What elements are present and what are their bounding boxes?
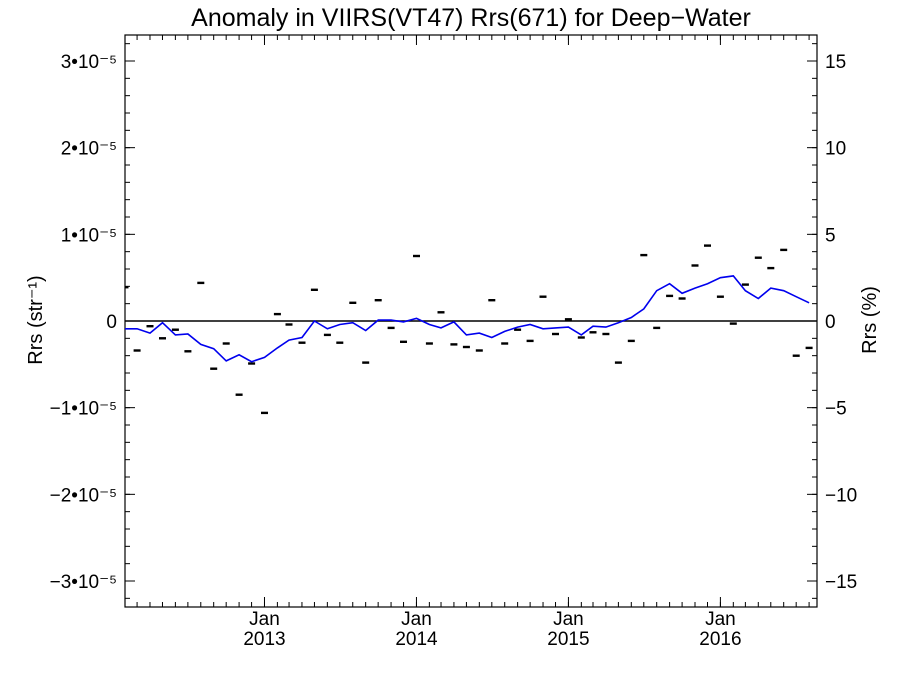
anomaly-dash-point: [336, 341, 344, 344]
anomaly-dash-point: [235, 393, 243, 396]
anomaly-dash-point: [425, 342, 433, 345]
x-tick-month-label: Jan: [553, 609, 584, 630]
x-tick-year-label: 2015: [547, 629, 589, 650]
anomaly-dash-point: [704, 244, 711, 247]
anomaly-dash-point: [475, 349, 483, 352]
y-right-tick-label: 10: [825, 139, 846, 160]
anomaly-dash-point: [285, 323, 293, 326]
anomaly-dash-point: [462, 345, 470, 349]
y-right-tick-label: −5: [825, 399, 847, 420]
anomaly-dash-point: [125, 286, 129, 289]
anomaly-dash-point: [589, 331, 597, 334]
anomaly-dash-point: [413, 254, 420, 258]
y-axis-right-label: Rrs (%): [859, 286, 881, 354]
anomaly-dash-point: [729, 322, 737, 325]
anomaly-dash-point: [602, 332, 610, 336]
anomaly-dash-point: [323, 333, 331, 337]
anomaly-dash-point: [640, 253, 648, 257]
y-right-tick-label: −10: [825, 485, 857, 506]
anomaly-dash-point: [159, 337, 166, 340]
anomaly-dash-point: [539, 295, 547, 298]
anomaly-dash-point: [273, 312, 281, 316]
anomaly-dash-point: [310, 288, 318, 291]
x-tick-year-label: 2016: [699, 629, 741, 650]
x-tick-year-label: 2013: [243, 629, 285, 650]
anomaly-dash-point: [716, 295, 724, 298]
y-left-tick-label: −3•10⁻⁵: [50, 572, 117, 593]
y-right-tick-label: −15: [825, 572, 857, 593]
anomaly-dash-point: [767, 266, 775, 270]
x-tick-month-label: Jan: [705, 609, 736, 630]
anomaly-dash-point: [210, 367, 218, 370]
anomaly-dash-point: [222, 342, 230, 345]
y-left-tick-label: 3•10⁻⁵: [61, 52, 117, 73]
y-left-tick-label: 1•10⁻⁵: [61, 225, 117, 246]
plot-area: 3•10⁻⁵ 2•10⁻⁵ 1•10⁻⁵ 0 −1•10⁻⁵ −2•10⁻⁵ −3•10⁻⁵…: [50, 34, 857, 650]
chart-title: Anomaly in VIIRS(VT47) Rrs(671) for Deep…: [191, 4, 751, 32]
anomaly-dash-point: [514, 328, 522, 331]
anomaly-dash-point: [805, 346, 813, 350]
anomaly-dash-point: [678, 297, 686, 300]
anomaly-dash-point: [741, 283, 749, 286]
anomaly-dash-point: [374, 299, 382, 302]
y-left-tick-label: 0: [106, 312, 117, 333]
anomaly-dash-point: [691, 264, 699, 267]
anomaly-dash-point: [754, 256, 762, 259]
anomaly-dash-point: [450, 343, 458, 346]
anomaly-dash-point: [552, 332, 559, 336]
anomaly-dash-point: [614, 361, 622, 364]
x-tick-month-label: Jan: [249, 609, 280, 630]
anomaly-dash-point: [133, 349, 141, 352]
anomaly-dash-point: [488, 299, 496, 302]
anomaly-dash-point: [792, 354, 800, 357]
anomaly-dash-point: [197, 281, 205, 285]
anomaly-dash-point: [577, 336, 585, 339]
y-left-tick-label: −2•10⁻⁵: [50, 485, 117, 506]
x-tick-month-label: Jan: [401, 609, 432, 630]
anomaly-dash-point: [666, 294, 674, 298]
anomaly-dash-point: [248, 362, 256, 365]
anomaly-dash-point: [146, 325, 154, 328]
anomaly-dash-point: [349, 301, 357, 304]
anomaly-dash-point: [501, 342, 509, 345]
y-axis-left-label: Rrs (str⁻¹): [25, 275, 47, 364]
anomaly-dash-point: [298, 341, 306, 344]
y-right-tick-label: 5: [825, 225, 836, 246]
anomaly-dash-point: [261, 411, 268, 415]
y-right-tick-label: 15: [825, 52, 846, 73]
anomaly-dash-point: [387, 326, 395, 330]
anomaly-dash-point: [780, 248, 788, 252]
anomaly-dash-point: [362, 361, 370, 364]
y-left-tick-label: −1•10⁻⁵: [50, 399, 117, 420]
anomaly-dash-point: [171, 328, 179, 331]
x-tick-year-label: 2014: [395, 629, 438, 650]
anomaly-dash-point: [437, 311, 445, 314]
anomaly-dash-point: [627, 339, 635, 343]
mean-anomaly-line: [125, 275, 810, 363]
anomaly-dash-point: [653, 326, 661, 330]
y-right-tick-label: 0: [825, 312, 836, 333]
anomaly-dash-point: [526, 339, 534, 343]
anomaly-dash-point: [184, 350, 192, 353]
anomaly-dash-point: [564, 318, 572, 321]
y-left-tick-label: 2•10⁻⁵: [61, 139, 117, 160]
anomaly-dash-point: [400, 340, 407, 343]
